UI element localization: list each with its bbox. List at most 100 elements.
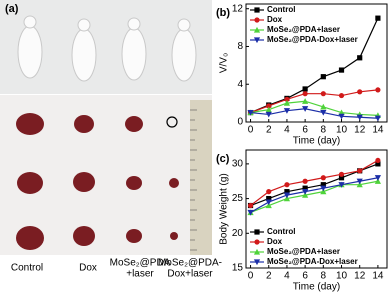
point xyxy=(338,67,345,73)
point xyxy=(320,74,326,80)
x-tick-label: 4 xyxy=(284,125,290,136)
point xyxy=(338,175,345,181)
point xyxy=(357,89,363,95)
point xyxy=(247,209,254,216)
ruler xyxy=(190,100,212,255)
legend-label: Dox xyxy=(267,15,283,24)
legend-label: MoSe₂@PDA-Dox+laser xyxy=(267,35,358,44)
ruler-ticks xyxy=(190,109,197,251)
point xyxy=(302,91,308,97)
x-tick-label: 8 xyxy=(321,125,327,136)
legend-label: MoSe₂@PDA+laser xyxy=(267,25,340,34)
point xyxy=(266,103,272,109)
x-axis-label: Time (day) xyxy=(293,282,340,293)
legend-marker xyxy=(254,239,260,245)
point xyxy=(320,182,326,188)
tumors xyxy=(16,113,179,250)
point xyxy=(265,111,272,118)
legend-marker xyxy=(253,259,261,266)
point xyxy=(356,178,363,185)
point xyxy=(283,108,291,114)
point xyxy=(338,113,345,120)
point xyxy=(302,86,308,92)
x-tick-label: 4 xyxy=(284,271,290,282)
point xyxy=(320,185,327,192)
point xyxy=(284,182,290,188)
point xyxy=(265,199,272,206)
y-tick-label: 12 xyxy=(232,3,244,14)
point xyxy=(375,15,381,21)
group-label: Dox xyxy=(79,263,97,274)
x-tick-label: 2 xyxy=(266,125,272,136)
series-line xyxy=(250,177,379,213)
point xyxy=(356,114,363,121)
point xyxy=(338,182,345,188)
point xyxy=(356,181,363,188)
series-line xyxy=(250,159,379,207)
group-label: Control xyxy=(11,263,43,274)
series-line xyxy=(250,180,379,214)
point xyxy=(284,96,290,102)
y-axis-label: V/V₀ xyxy=(219,53,230,73)
x-tick-label: 8 xyxy=(321,271,327,282)
plot-frame xyxy=(245,149,388,269)
point xyxy=(375,161,381,167)
legend-label: Dox xyxy=(267,237,283,246)
point xyxy=(302,98,309,104)
point xyxy=(374,115,382,122)
legend-marker xyxy=(253,248,261,255)
y-tick-label: 0 xyxy=(237,117,243,128)
point xyxy=(302,185,308,191)
legend-marker xyxy=(253,26,261,33)
point xyxy=(283,100,291,106)
legend-label: MoSe₂@PDA-Dox+laser xyxy=(267,257,358,266)
point xyxy=(302,178,308,184)
point xyxy=(338,171,345,177)
plot-frame xyxy=(245,3,388,123)
point xyxy=(302,192,309,198)
x-tick-label: 6 xyxy=(302,271,308,282)
x-tick-label: 0 xyxy=(248,271,254,282)
panel-label: (c) xyxy=(216,153,230,165)
point xyxy=(375,87,381,93)
point xyxy=(247,202,254,209)
legend-label: Control xyxy=(267,227,295,236)
y-tick-label: 25 xyxy=(232,193,244,204)
point xyxy=(265,202,272,209)
point xyxy=(283,195,291,202)
point xyxy=(284,189,290,195)
series-line xyxy=(250,89,378,114)
point xyxy=(265,106,272,113)
series-line xyxy=(250,17,379,114)
point xyxy=(374,175,382,181)
x-tick-label: 12 xyxy=(354,125,366,136)
group-label: Dox+laser xyxy=(167,269,213,280)
point xyxy=(357,55,363,61)
legend-marker xyxy=(254,17,260,23)
x-tick-label: 14 xyxy=(372,125,384,136)
group-label: +laser xyxy=(126,269,154,280)
x-tick-label: 10 xyxy=(336,271,348,282)
point xyxy=(302,189,309,195)
point xyxy=(338,92,345,99)
y-tick-label: 30 xyxy=(232,159,244,170)
x-axis-label: Time (day) xyxy=(293,136,340,147)
y-axis-label: Body Weight (g) xyxy=(219,173,230,245)
series-line xyxy=(250,108,378,119)
panel-label: (a) xyxy=(5,3,19,15)
x-tick-label: 10 xyxy=(336,125,348,136)
point xyxy=(266,195,272,202)
point xyxy=(247,109,254,116)
x-tick-label: 2 xyxy=(266,271,272,282)
legend-marker xyxy=(254,229,260,235)
group-label: MoSe₂@PDA xyxy=(110,258,171,269)
x-tick-label: 12 xyxy=(354,271,366,282)
y-tick-label: 4 xyxy=(237,79,243,90)
legend-marker xyxy=(254,7,260,13)
panel-label: (b) xyxy=(216,7,230,19)
absent-tumor-marker xyxy=(166,116,178,128)
series-line xyxy=(250,100,378,116)
point xyxy=(338,109,345,116)
y-tick-label: 15 xyxy=(232,263,244,274)
